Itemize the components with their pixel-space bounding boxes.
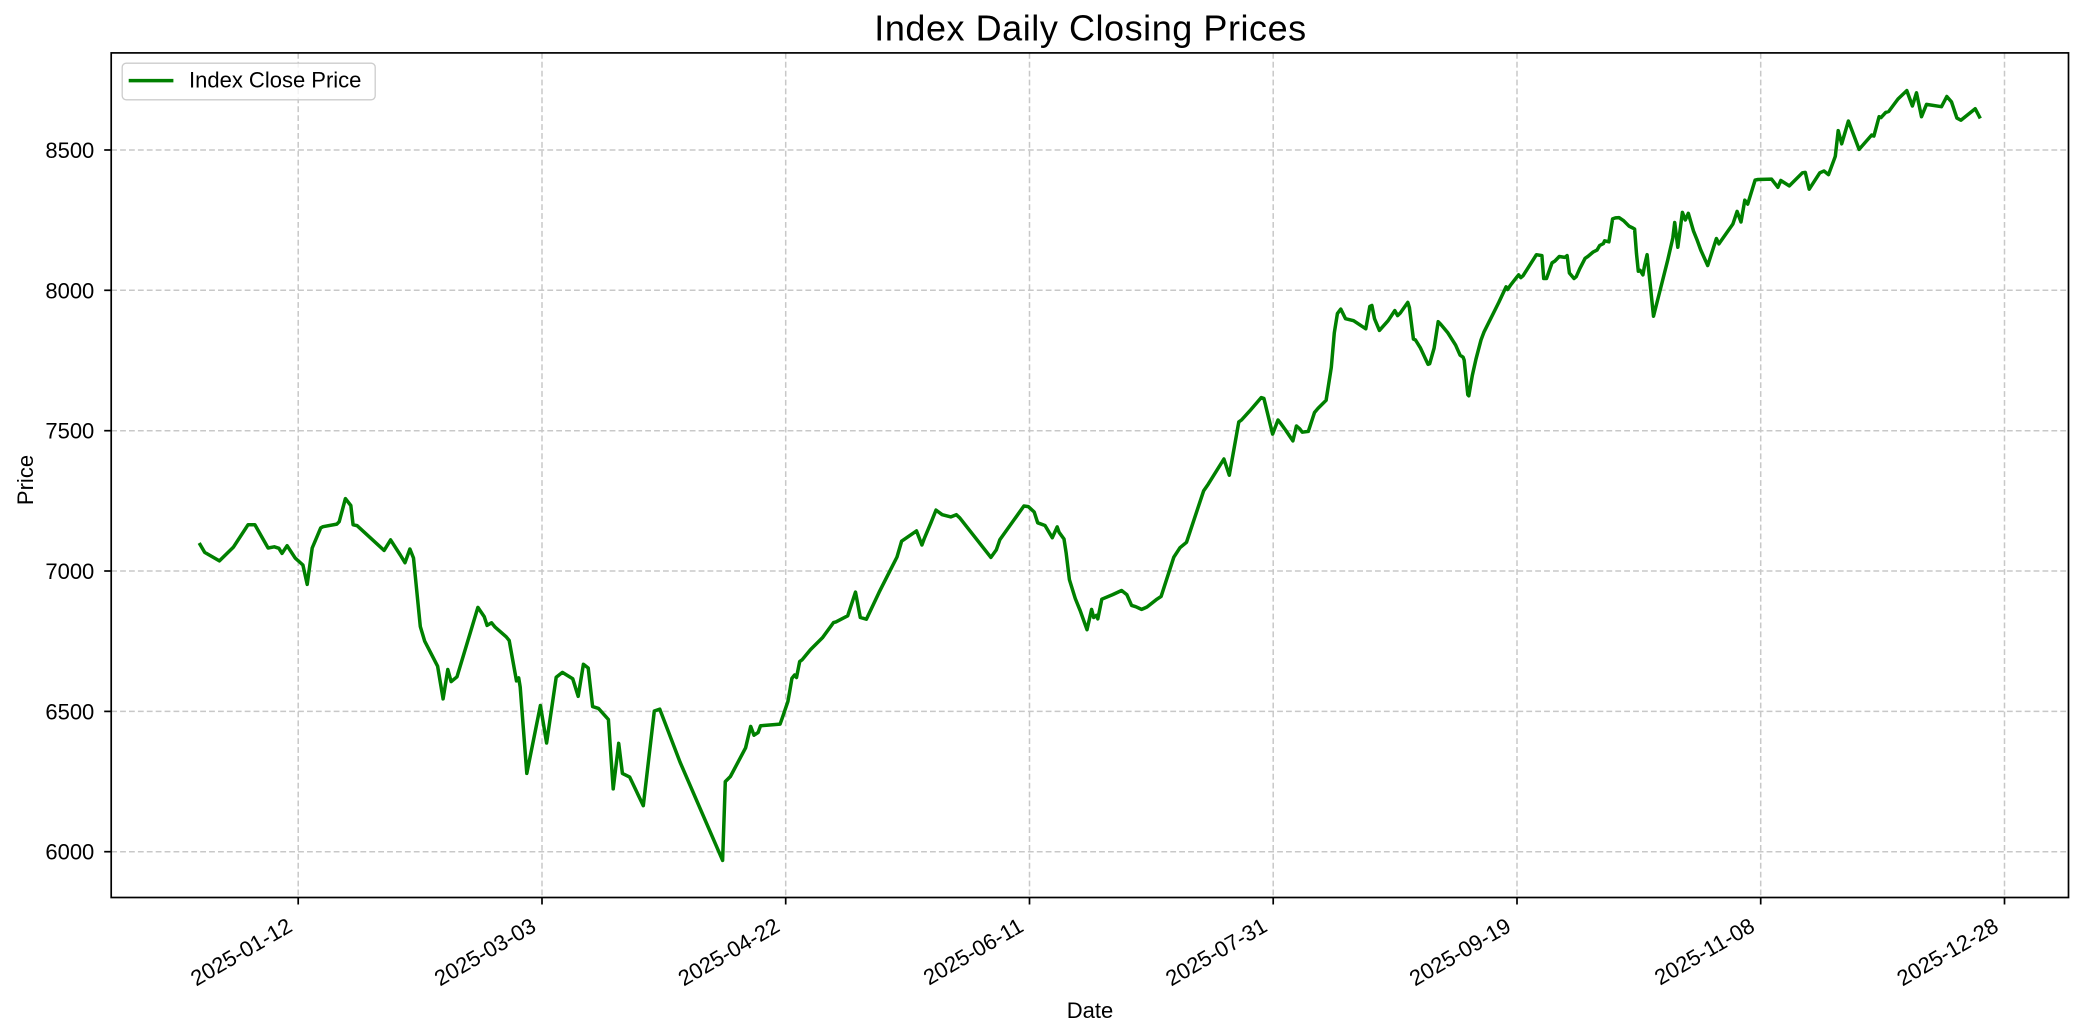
svg-text:8000: 8000 bbox=[45, 278, 94, 303]
svg-text:Date: Date bbox=[1067, 998, 1113, 1023]
svg-text:7500: 7500 bbox=[45, 419, 94, 444]
svg-text:Index Daily Closing Prices: Index Daily Closing Prices bbox=[874, 8, 1306, 49]
svg-text:8500: 8500 bbox=[45, 138, 94, 163]
svg-text:6500: 6500 bbox=[45, 699, 94, 724]
svg-text:7000: 7000 bbox=[45, 559, 94, 584]
svg-text:Index Close Price: Index Close Price bbox=[189, 68, 361, 93]
svg-text:6000: 6000 bbox=[45, 840, 94, 865]
svg-text:Price: Price bbox=[13, 455, 38, 505]
